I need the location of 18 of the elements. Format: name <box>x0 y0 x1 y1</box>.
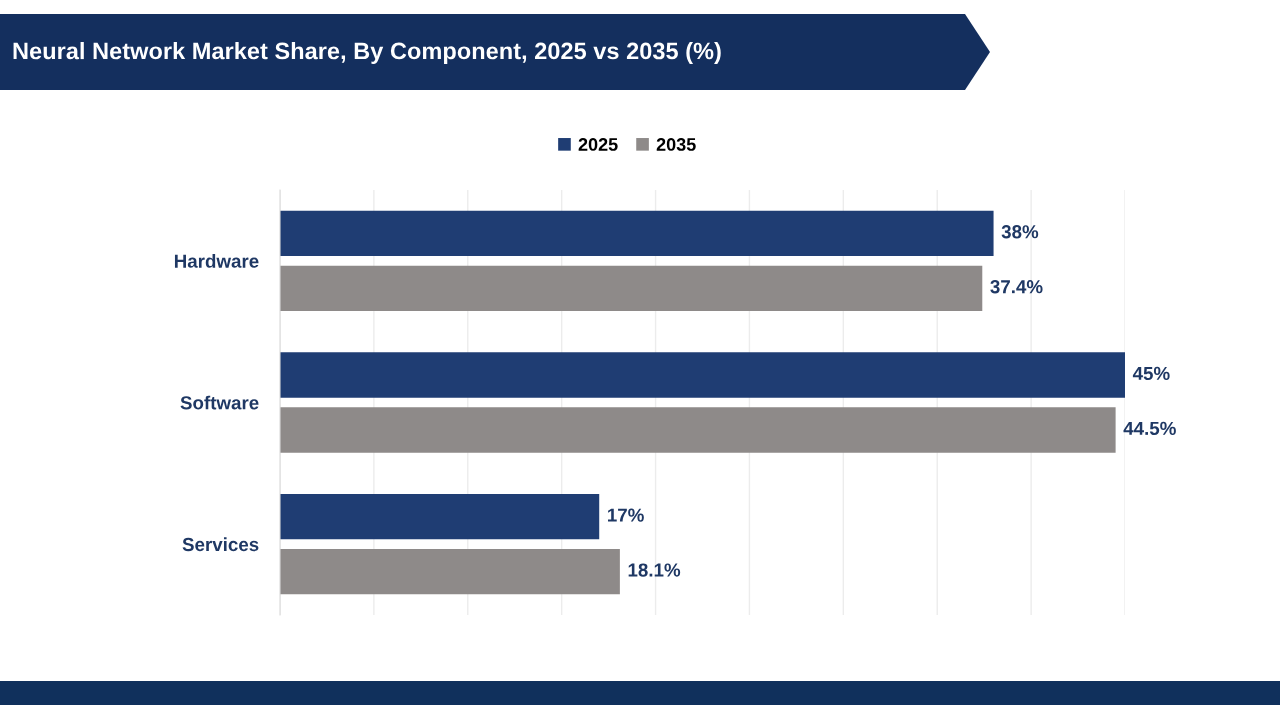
legend-label: 2035 <box>656 138 696 151</box>
chart-title: Neural Network Market Share, By Component, 2025 vs 2035 (%) <box>13 42 721 64</box>
y-tick-label: Hardware <box>174 254 259 268</box>
data-label: 38% <box>1001 225 1039 239</box>
legend-label: 2025 <box>578 138 618 151</box>
bar <box>280 494 600 540</box>
bar <box>280 210 994 257</box>
data-label: 37.4% <box>990 280 1043 294</box>
bar <box>280 265 983 311</box>
data-label: 45% <box>1132 366 1170 381</box>
data-label: 44.5% <box>1123 421 1176 436</box>
y-tick-label: Services <box>182 537 259 552</box>
y-tick-label: Software <box>180 395 259 410</box>
bar <box>280 548 620 595</box>
data-label: 17% <box>608 508 644 522</box>
bar <box>280 407 1116 453</box>
bar <box>280 352 1125 398</box>
data-label: 18.1% <box>628 563 681 577</box>
